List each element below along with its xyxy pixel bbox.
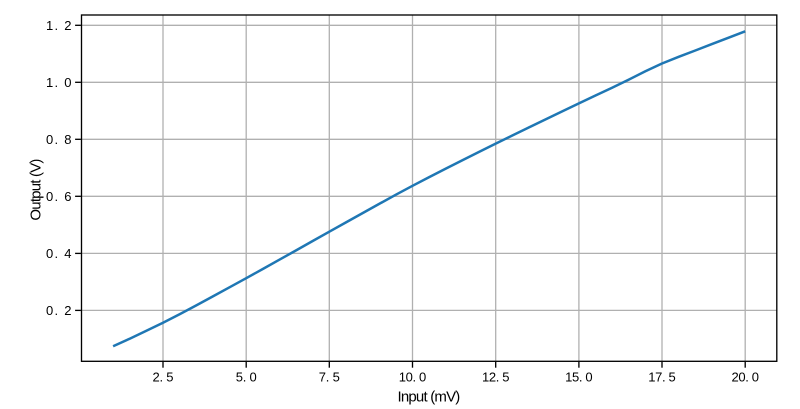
svg-text:0. 6: 0. 6 (46, 189, 72, 204)
svg-text:0. 4: 0. 4 (46, 246, 72, 261)
svg-text:0. 8: 0. 8 (46, 132, 72, 147)
svg-text:1. 0: 1. 0 (46, 75, 72, 90)
svg-text:17. 5: 17. 5 (648, 370, 676, 385)
svg-text:20. 0: 20. 0 (731, 370, 759, 385)
svg-text:10. 0: 10. 0 (399, 370, 427, 385)
svg-text:Input (mV): Input (mV) (397, 388, 460, 405)
svg-text:7. 5: 7. 5 (319, 370, 340, 385)
svg-text:Output (V): Output (V) (28, 159, 45, 221)
svg-text:1. 2: 1. 2 (46, 18, 72, 33)
svg-text:5. 0: 5. 0 (236, 370, 257, 385)
svg-text:0. 2: 0. 2 (46, 303, 72, 318)
svg-text:2. 5: 2. 5 (153, 370, 174, 385)
svg-text:15. 0: 15. 0 (565, 370, 593, 385)
svg-text:12. 5: 12. 5 (482, 370, 510, 385)
